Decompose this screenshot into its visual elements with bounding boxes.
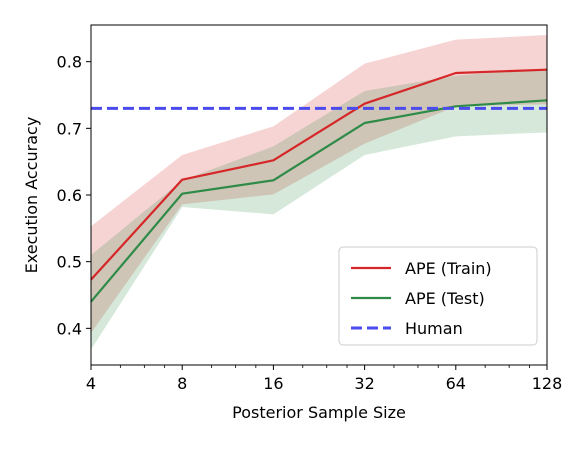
series-line-0 [90, 68, 548, 281]
legend-label: Human [405, 319, 463, 338]
legend-label: APE (Train) [405, 259, 492, 278]
x-axis-label: Posterior Sample Size [232, 403, 406, 422]
y-tick-label: 0.5 [57, 253, 82, 272]
legend: APE (Train) APE (Test) Human [338, 246, 538, 346]
x-tick-label: 16 [263, 374, 283, 393]
y-tick-label: 0.6 [57, 186, 82, 205]
x-tick-label: 128 [532, 374, 563, 393]
legend-label: APE (Test) [405, 289, 485, 308]
x-axis: 4 8 16 32 64 128 [86, 365, 562, 393]
y-tick-label: 0.8 [57, 53, 82, 72]
x-tick-label: 8 [177, 374, 187, 393]
y-axis: 0.4 0.5 0.6 0.7 0.8 [57, 53, 91, 338]
y-axis-label: Execution Accuracy [22, 117, 41, 274]
x-tick-label: 32 [354, 374, 374, 393]
series-line-1 [90, 99, 548, 303]
legend-frame [338, 246, 538, 346]
band-1 [91, 68, 547, 350]
series-lines [90, 68, 548, 303]
y-tick-label: 0.4 [57, 319, 82, 338]
x-tick-label: 64 [446, 374, 466, 393]
x-tick-label: 4 [86, 374, 96, 393]
y-tick-label: 0.7 [57, 119, 82, 138]
